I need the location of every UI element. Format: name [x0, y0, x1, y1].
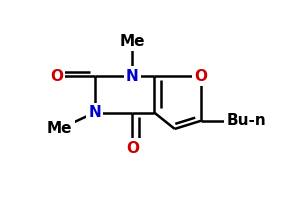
Text: O: O	[50, 69, 63, 84]
Text: Me: Me	[47, 121, 72, 136]
Text: N: N	[126, 69, 139, 84]
Text: Bu-n: Bu-n	[226, 113, 266, 128]
Text: O: O	[195, 69, 208, 84]
Text: N: N	[88, 105, 101, 120]
Text: Me: Me	[120, 34, 145, 49]
Text: O: O	[126, 141, 139, 156]
